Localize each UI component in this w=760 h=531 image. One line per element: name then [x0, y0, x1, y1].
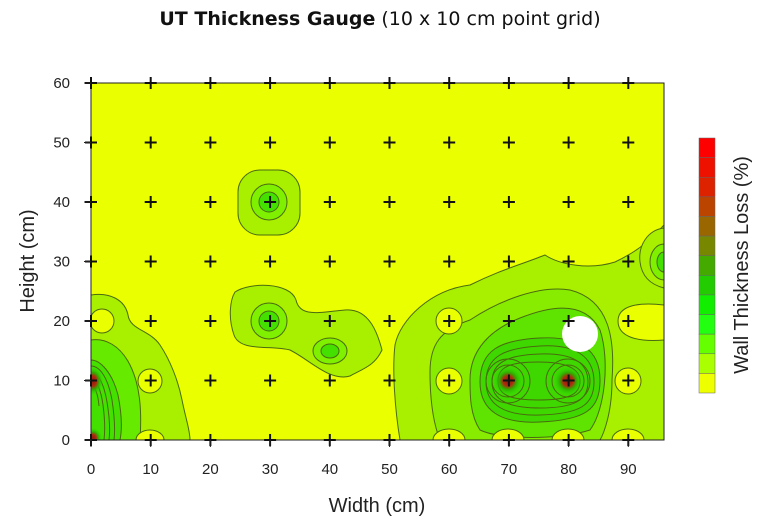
white-marker	[562, 316, 598, 352]
y-tick-label: 0	[62, 432, 70, 449]
x-axis-label: Width (cm)	[329, 495, 426, 517]
x-tick-label: 90	[620, 461, 637, 478]
x-tick-label: 20	[202, 461, 219, 478]
y-axis-label: Height (cm)	[17, 209, 39, 312]
x-tick-label: 50	[381, 461, 398, 478]
y-tick-label: 30	[53, 254, 70, 271]
x-tick-label: 60	[441, 461, 458, 478]
y-tick-label: 10	[53, 373, 70, 390]
y-tick-label: 20	[53, 313, 70, 330]
measurement-points	[85, 77, 635, 446]
x-tick-label: 80	[560, 461, 577, 478]
colorbar-label: Wall Thickness Loss (%)	[731, 156, 753, 374]
chart-title: UT Thickness Gauge (10 x 10 cm point gri…	[0, 8, 760, 30]
x-tick-label: 40	[321, 461, 338, 478]
x-tick-label: 10	[142, 461, 159, 478]
x-axis: 0 10 20 30 40 50 60 70 80 90	[87, 440, 637, 478]
colorbar	[698, 137, 716, 394]
y-axis: 60 50 40 30 20 10 0	[53, 75, 91, 449]
y-tick-label: 40	[53, 194, 70, 211]
x-tick-label: 0	[87, 461, 95, 478]
y-tick-label: 50	[53, 135, 70, 152]
x-tick-label: 70	[501, 461, 518, 478]
title-bold: UT Thickness Gauge	[159, 8, 376, 30]
x-tick-label: 30	[262, 461, 279, 478]
title-rest: (10 x 10 cm point grid)	[375, 8, 601, 30]
y-tick-label: 60	[53, 75, 70, 92]
